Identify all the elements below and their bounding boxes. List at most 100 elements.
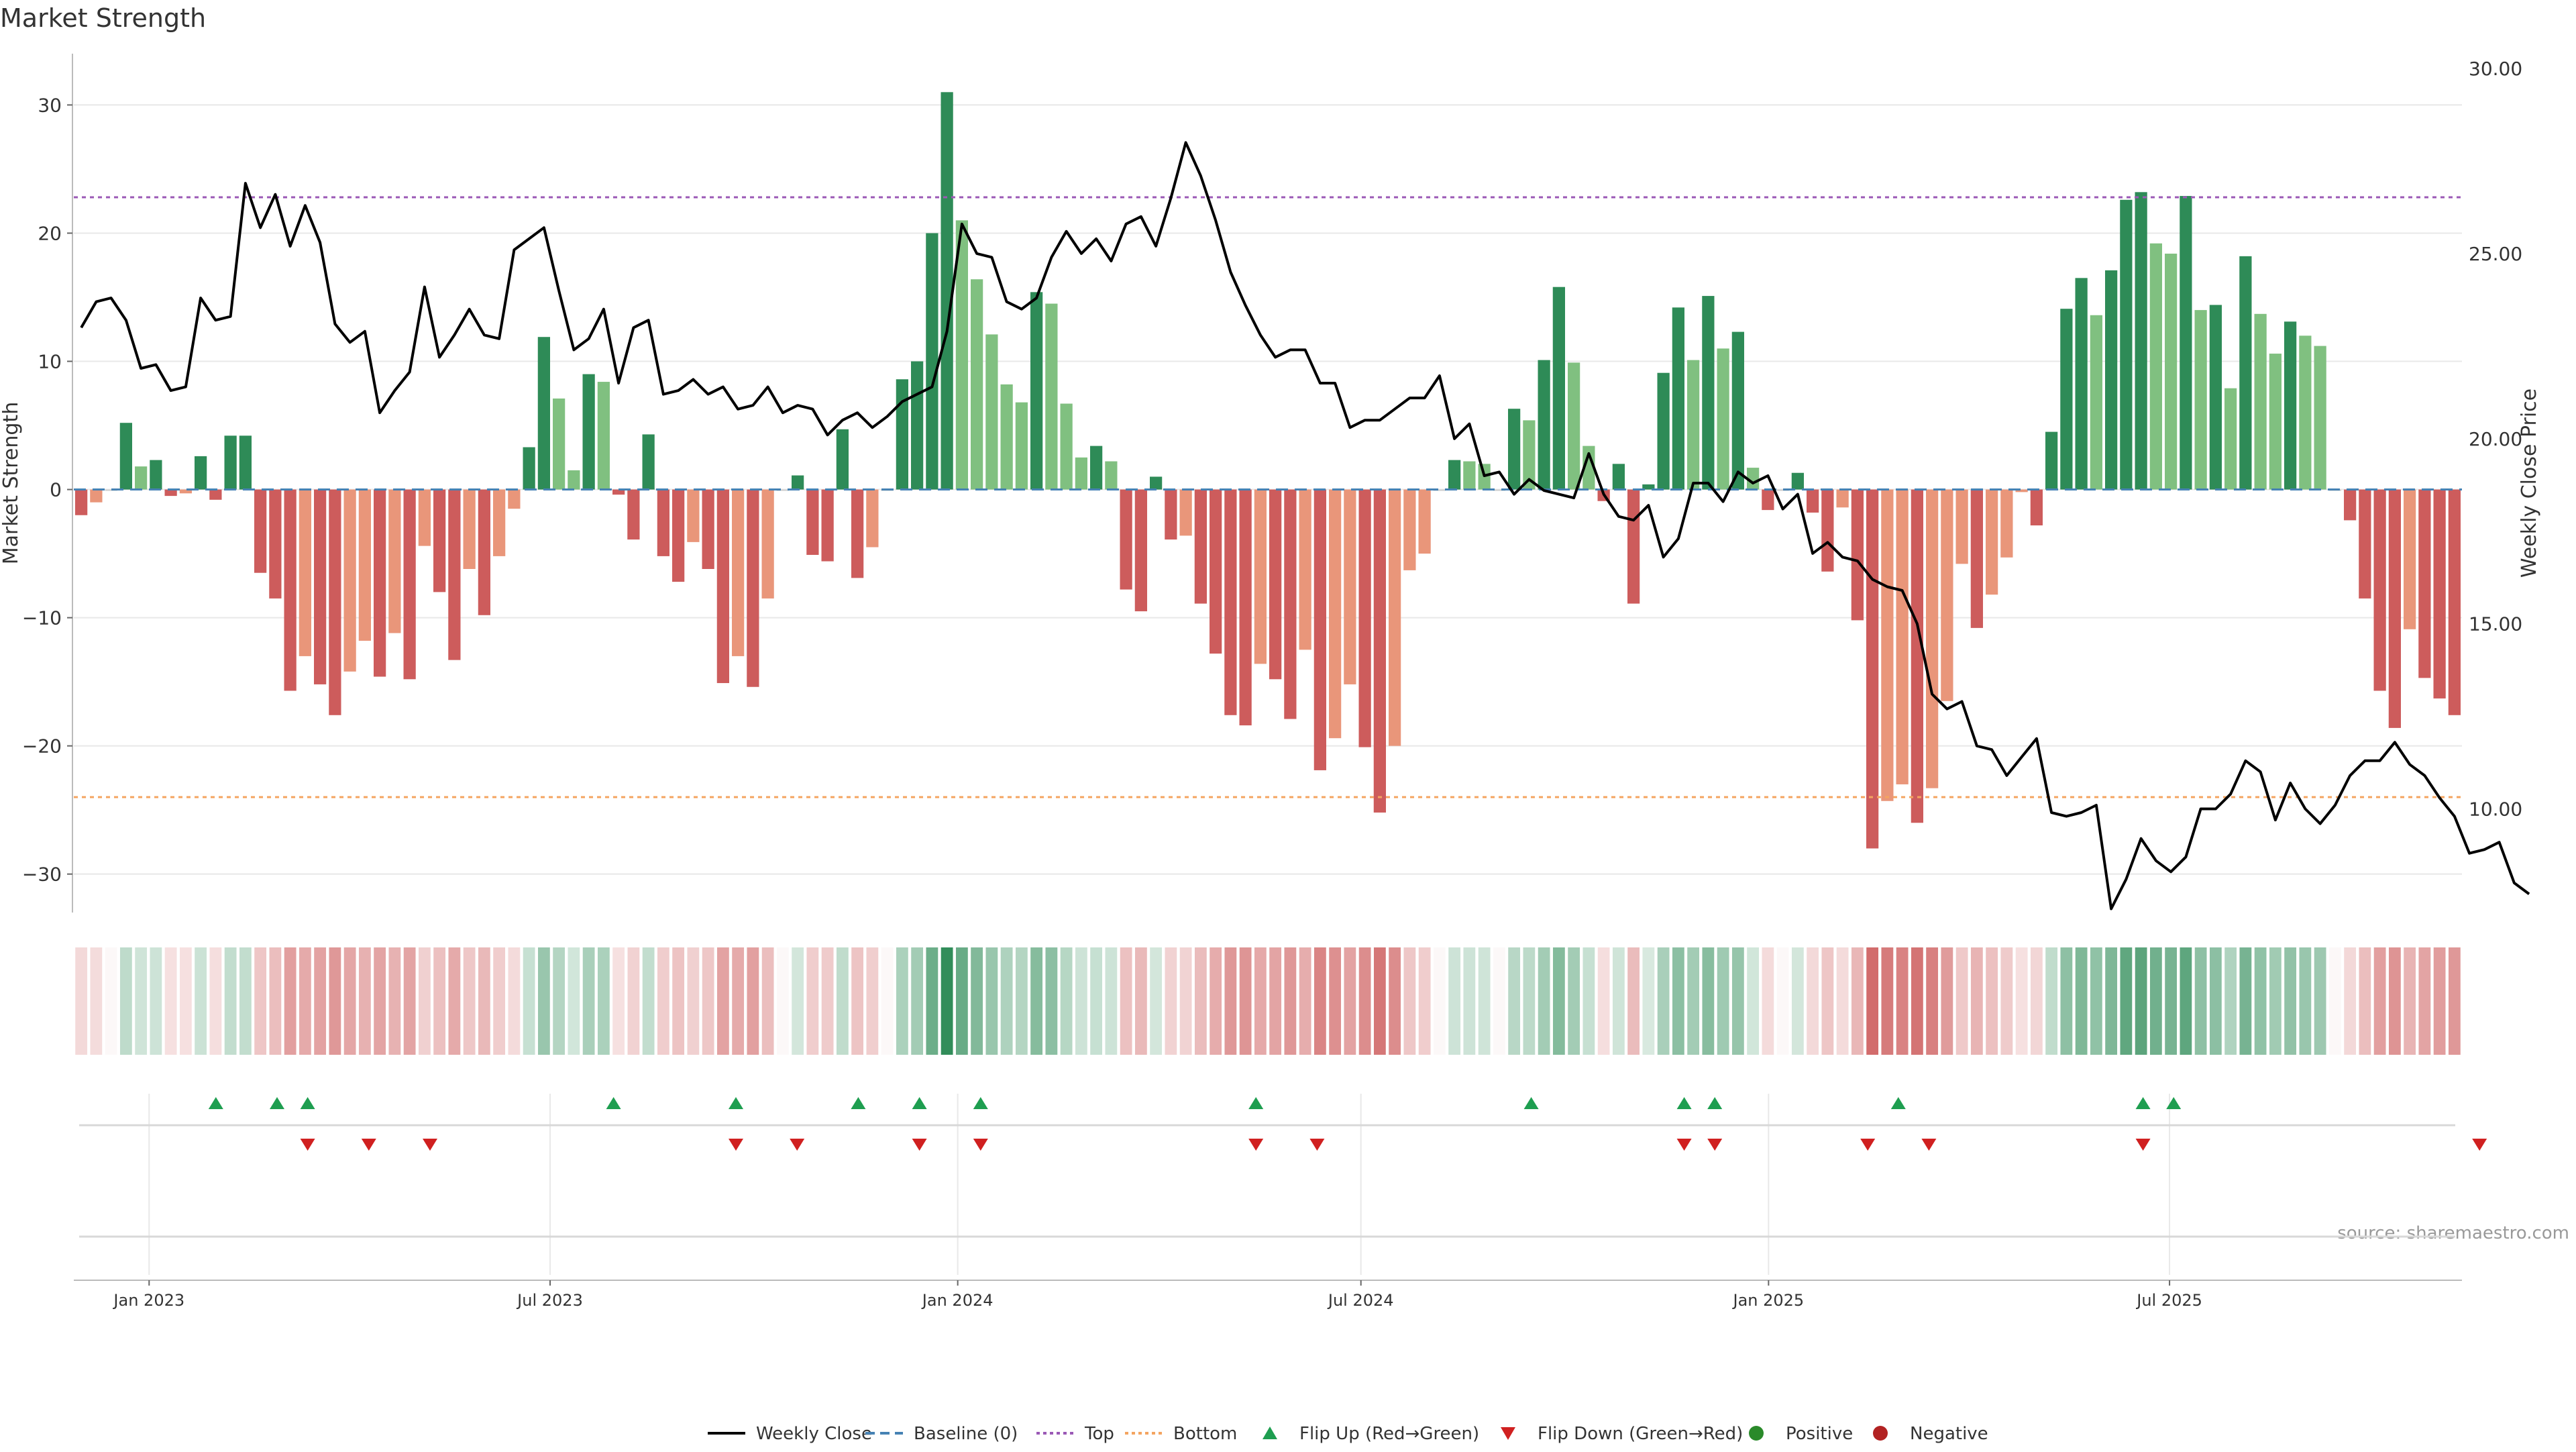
heat-cell [747,947,759,1055]
heat-cell [926,947,938,1055]
legend-label: Bottom [1173,1424,1237,1444]
flip-down-marker [300,1139,315,1151]
legend-item: Flip Up (Red→Green) [1263,1424,1479,1444]
heat-cell [582,947,595,1055]
heat-cell [254,947,267,1055]
strength-bar [1642,484,1655,490]
heat-cell [1239,947,1252,1055]
heat-cell [2165,947,2178,1055]
strength-bar [627,489,640,540]
strength-bar [1358,489,1371,747]
flip-up-marker [2166,1097,2182,1109]
heat-cell [537,947,550,1055]
strength-bar [105,489,117,491]
legend-label: Weekly Close [756,1424,872,1444]
flip-up-marker [1523,1097,1539,1109]
heat-cell [1568,947,1580,1055]
strength-bar [911,361,924,490]
heat-cell [269,947,282,1055]
strength-bar [1179,489,1192,536]
heat-cell [1672,947,1684,1055]
strength-bar [1821,489,1834,572]
strength-bar [1672,307,1684,490]
legend-flip-up-icon [1263,1427,1277,1439]
y-right-tick-label: 30.00 [2469,58,2522,80]
flip-up-marker [270,1097,284,1109]
heat-cell [1896,947,1909,1055]
legend-label: Negative [1910,1424,1988,1444]
strength-bar [2433,489,2446,698]
strength-bar [1463,461,1476,490]
strength-bar [1134,489,1147,612]
flip-up-marker [973,1097,988,1109]
y-tick-label: −30 [22,864,62,886]
strength-bar [418,489,431,546]
heat-cell [2075,947,2088,1055]
strength-bar [2120,199,2133,490]
strength-bar [508,489,521,509]
heat-cell [1807,947,1819,1055]
strength-bar [164,489,177,497]
strength-bar [2000,489,2013,558]
strength-bar [1000,384,1013,490]
heat-cell [1836,947,1849,1055]
heat-cell [493,947,506,1055]
strength-bar [2045,431,2058,490]
heat-cell [1552,947,1565,1055]
heat-cell [1523,947,1536,1055]
y-right-tick-label: 10.00 [2469,798,2522,821]
strength-bar [2075,278,2088,490]
strength-bar [2269,354,2282,490]
strength-bar [2404,489,2416,629]
heat-cell [896,947,908,1055]
strength-bar [2284,321,2297,490]
x-tick-label: Jul 2023 [516,1291,583,1310]
heat-cell [985,947,998,1055]
strength-bar [358,489,371,641]
heat-cell [1687,947,1700,1055]
heat-cell [1313,947,1326,1055]
heat-cell [1254,947,1267,1055]
heat-cell [2284,947,2297,1055]
heat-cell [836,947,849,1055]
y-tick-label: 20 [38,222,62,244]
strength-bar [150,460,162,490]
strength-bar [553,398,566,490]
flip-down-marker [912,1139,927,1151]
heat-cell [553,947,566,1055]
heat-cell [2060,947,2073,1055]
heat-cell [1866,947,1879,1055]
heat-cell [1627,947,1640,1055]
heat-cell [224,947,237,1055]
strength-bar [1508,409,1521,490]
heat-cell [612,947,625,1055]
strength-bar [90,489,103,503]
strength-bar [1493,489,1505,491]
heat-cell [1776,947,1789,1055]
strength-bar [329,489,341,715]
heat-cell [1269,947,1282,1055]
heat-cell [806,947,819,1055]
heat-cell [2404,947,2416,1055]
legend-label: Flip Up (Red→Green) [1299,1424,1479,1444]
heat-cell [1165,947,1177,1055]
legend-label: Baseline (0) [914,1424,1018,1444]
strength-bar [2418,489,2431,678]
axis-ticks: 30 20 10 0 −10 −20 −30 30.00 25.00 20.00 15.00 10.0… [22,54,2522,913]
strength-bar [343,489,356,672]
strength-bar [1881,489,1894,801]
heat-cell [1538,947,1550,1055]
heat-cell [1045,947,1058,1055]
heat-cell [1717,947,1729,1055]
legend-label: Positive [1786,1424,1853,1444]
heat-cell [1179,947,1192,1055]
heat-cell [2344,947,2357,1055]
heat-cell [687,947,700,1055]
strength-bar [1269,489,1282,680]
y-right-tick-label: 15.00 [2469,613,2522,635]
strength-bar [1941,489,1953,701]
strength-bar [1791,472,1804,490]
legend-item: Baseline (0) [865,1424,1018,1444]
strength-bar [1418,489,1431,554]
strength-bar [2015,489,2028,492]
